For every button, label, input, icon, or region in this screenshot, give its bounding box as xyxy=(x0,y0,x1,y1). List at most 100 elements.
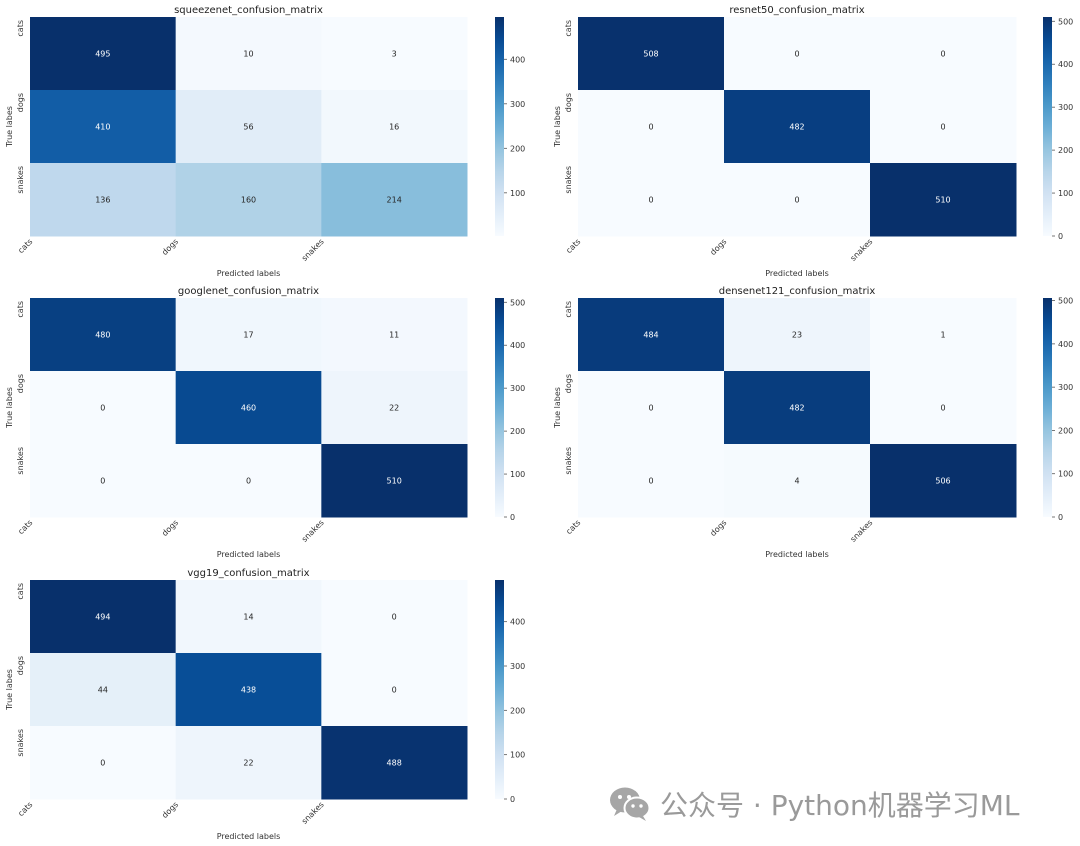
heatmap-cell xyxy=(321,653,468,727)
chart-title: googlenet_confusion_matrix xyxy=(178,286,319,297)
colorbar-tick-label: 300 xyxy=(1058,383,1073,392)
cell-value-label: 0 xyxy=(246,477,251,486)
heatmap-cell xyxy=(578,444,725,518)
heatmap-cell xyxy=(321,163,468,237)
wechat-icon xyxy=(610,787,651,821)
colorbar-tick-label: 400 xyxy=(1058,60,1073,69)
heatmap-cell xyxy=(321,444,468,518)
cell-value-label: 494 xyxy=(95,613,110,622)
heatmap-cell xyxy=(30,371,177,445)
cell-value-label: 0 xyxy=(392,686,397,695)
cell-value-label: 0 xyxy=(100,759,105,768)
heatmap-cell xyxy=(578,17,725,91)
y-axis-label: True labes xyxy=(5,106,14,148)
cell-value-label: 0 xyxy=(648,477,653,486)
colorbar-tick-label: 500 xyxy=(1058,297,1073,306)
cell-value-label: 11 xyxy=(389,331,399,340)
colorbar-tick-label: 0 xyxy=(1058,513,1063,522)
heatmap-cell xyxy=(175,90,322,164)
confusion-matrix-panel: squeezenet_confusion_matrix 495 10 3 410 56 16… xyxy=(5,5,525,278)
colorbar-tick-label: 0 xyxy=(1058,232,1063,241)
y-tick-label: cats xyxy=(16,583,25,600)
heatmap-cell xyxy=(30,653,177,727)
chart-title: vgg19_confusion_matrix xyxy=(187,568,309,579)
heatmap-cell xyxy=(175,298,322,372)
y-tick-label: cats xyxy=(16,301,25,318)
cell-value-label: 10 xyxy=(243,50,253,59)
heatmap-cell xyxy=(724,298,871,372)
cell-value-label: 482 xyxy=(789,404,804,413)
heatmap-cell xyxy=(724,17,871,91)
heatmap-cell xyxy=(175,726,322,800)
cell-value-label: 0 xyxy=(392,613,397,622)
cell-value-label: 136 xyxy=(95,196,110,205)
cell-value-label: 0 xyxy=(940,404,945,413)
colorbar-tick-label: 300 xyxy=(510,662,525,671)
cell-value-label: 16 xyxy=(389,123,399,132)
x-axis-label: Predicted labels xyxy=(765,550,829,559)
cell-value-label: 4 xyxy=(794,477,799,486)
colorbar-tick-label: 500 xyxy=(510,298,525,307)
cell-value-label: 14 xyxy=(243,613,253,622)
heatmap-cell xyxy=(30,90,177,164)
colorbar xyxy=(495,17,504,236)
colorbar-tick-label: 200 xyxy=(510,144,525,153)
x-tick-label: dogs xyxy=(708,237,728,257)
x-tick-label: dogs xyxy=(160,800,180,820)
cell-value-label: 0 xyxy=(794,50,799,59)
confusion-matrix-panel: resnet50_confusion_matrix 508 0 0 0 482 0 0 0 510… xyxy=(553,5,1073,278)
cell-value-label: 0 xyxy=(100,477,105,486)
colorbar-tick-label: 300 xyxy=(510,100,525,109)
x-axis-label: Predicted labels xyxy=(217,269,281,278)
heatmap-cell xyxy=(578,371,725,445)
x-axis-label: Predicted labels xyxy=(217,832,281,841)
x-tick-label: cats xyxy=(16,237,34,255)
y-tick-label: dogs xyxy=(564,93,573,112)
heatmap-cell xyxy=(30,726,177,800)
x-tick-label: snakes xyxy=(300,518,326,544)
cell-value-label: 438 xyxy=(241,686,256,695)
heatmap-cell xyxy=(321,371,468,445)
y-tick-label: snakes xyxy=(16,729,25,757)
cell-value-label: 495 xyxy=(95,50,110,59)
heatmap-cell xyxy=(175,444,322,518)
heatmap-cell xyxy=(30,163,177,237)
y-axis-label: True labes xyxy=(553,106,562,148)
colorbar-tick-label: 0 xyxy=(510,513,515,522)
x-tick-label: dogs xyxy=(160,518,180,538)
y-tick-label: cats xyxy=(564,301,573,318)
cell-value-label: 510 xyxy=(387,477,402,486)
colorbar-tick-label: 200 xyxy=(1058,146,1073,155)
heatmap-cell xyxy=(578,90,725,164)
heatmap-cell xyxy=(724,90,871,164)
cell-value-label: 484 xyxy=(643,331,658,340)
y-axis-label: True labes xyxy=(5,387,14,429)
x-tick-label: cats xyxy=(564,237,582,255)
x-tick-label: cats xyxy=(16,800,34,818)
x-axis-label: Predicted labels xyxy=(217,550,281,559)
colorbar-tick-label: 400 xyxy=(1058,340,1073,349)
heatmap-cell xyxy=(30,444,177,518)
colorbar-tick-label: 200 xyxy=(510,427,525,436)
cell-value-label: 22 xyxy=(243,759,253,768)
heatmap-cell xyxy=(578,298,725,372)
cell-value-label: 0 xyxy=(940,123,945,132)
heatmap-cell xyxy=(870,298,1017,372)
colorbar-tick-label: 300 xyxy=(510,384,525,393)
heatmap-cell xyxy=(724,163,871,237)
y-tick-label: snakes xyxy=(16,447,25,475)
watermark-text: 公众号 · Python机器学习ML xyxy=(660,789,1020,822)
colorbar-tick-label: 400 xyxy=(510,341,525,350)
y-tick-label: dogs xyxy=(564,374,573,393)
cell-value-label: 0 xyxy=(648,123,653,132)
colorbar xyxy=(495,298,504,517)
x-tick-label: cats xyxy=(564,518,582,536)
y-tick-label: snakes xyxy=(16,166,25,194)
heatmap-cell xyxy=(870,163,1017,237)
cell-value-label: 0 xyxy=(648,196,653,205)
colorbar-tick-label: 100 xyxy=(510,470,525,479)
heatmap-cell xyxy=(870,17,1017,91)
y-tick-label: dogs xyxy=(16,656,25,675)
x-tick-label: cats xyxy=(16,518,34,536)
cell-value-label: 0 xyxy=(940,50,945,59)
